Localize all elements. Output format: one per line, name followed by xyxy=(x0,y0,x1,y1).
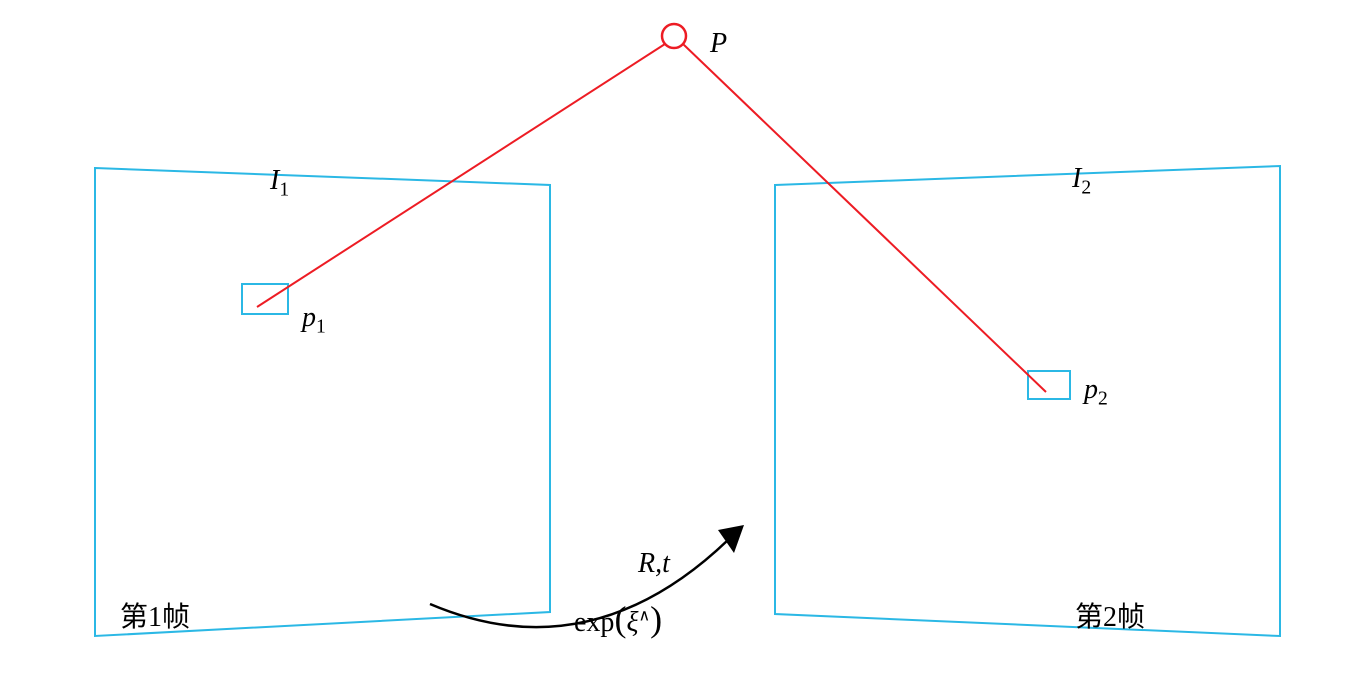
label-I1: I1 xyxy=(270,165,289,202)
frame1-quad xyxy=(95,168,550,636)
ray-to-p2 xyxy=(683,44,1046,392)
point-P-circle xyxy=(662,24,686,48)
epipolar-diagram xyxy=(0,0,1372,688)
label-p2: p2 xyxy=(1084,374,1108,411)
label-exp: exp(ξ∧) xyxy=(574,598,662,640)
label-frame2: 第2帧 xyxy=(1075,595,1145,635)
p1-box xyxy=(242,284,288,314)
transform-arrow-head xyxy=(718,525,744,553)
frame2-quad xyxy=(775,166,1280,636)
label-P: P xyxy=(710,28,727,60)
label-I2: I2 xyxy=(1072,163,1091,200)
label-frame1: 第1帧 xyxy=(120,595,190,635)
label-Rt: R,t xyxy=(638,548,670,580)
label-p1: p1 xyxy=(302,302,326,339)
p2-box xyxy=(1028,371,1070,399)
